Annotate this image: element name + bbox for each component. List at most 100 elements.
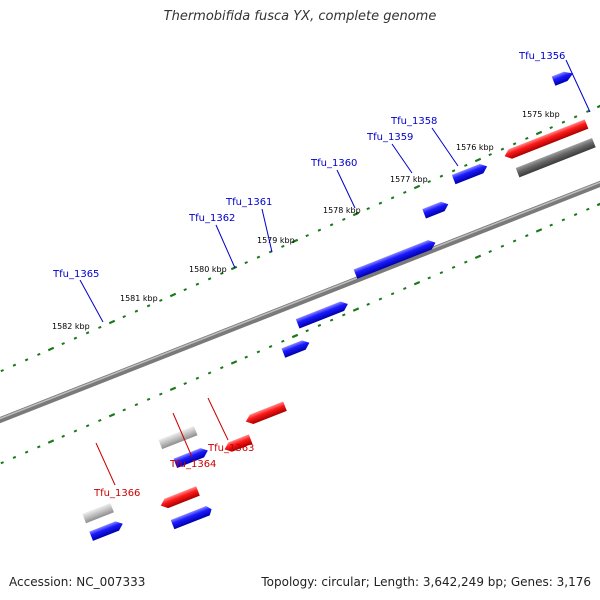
scale-tick-inner bbox=[474, 254, 482, 260]
gene-label-tfu-1366[interactable]: Tfu_1366 bbox=[93, 488, 140, 499]
scale-tick-outer bbox=[474, 157, 482, 163]
scale-tick-outer bbox=[342, 217, 346, 221]
scale-tick-inner bbox=[108, 412, 116, 418]
scale-tick-outer bbox=[561, 120, 566, 124]
gene-arrow-far-right-darkgrey[interactable] bbox=[515, 137, 596, 178]
scale-tick-inner bbox=[596, 202, 600, 207]
gene-arrow-grey-tfu-1365-region[interactable] bbox=[158, 425, 198, 450]
gene-label-tfu-1358[interactable]: Tfu_1358 bbox=[390, 116, 437, 127]
leader-tfu-1358 bbox=[431, 127, 459, 167]
genome-backbone-highlight bbox=[0, 181, 600, 420]
scale-tick-outer bbox=[586, 109, 590, 113]
scale-tick-outer bbox=[159, 298, 163, 302]
scale-tick-inner bbox=[525, 234, 529, 238]
scale-tick-inner bbox=[352, 307, 360, 312]
scale-tick-inner bbox=[500, 244, 505, 248]
scale-tick-inner bbox=[134, 403, 139, 407]
scale-tick-outer bbox=[61, 342, 65, 346]
scale-tick-inner bbox=[488, 250, 492, 254]
gene-arrow-tfu-1364[interactable] bbox=[223, 434, 253, 454]
scale-tick-inner bbox=[183, 382, 187, 386]
map-title: Thermobifida fusca YX, complete genome bbox=[163, 9, 437, 24]
scale-tick-outer bbox=[317, 228, 322, 232]
scale-tick-outer bbox=[47, 346, 55, 352]
leader-tfu-1359 bbox=[391, 143, 413, 174]
leader-tfu-1360 bbox=[336, 169, 356, 209]
tick-label-1582: 1582 kbp bbox=[52, 322, 90, 331]
genome-summary-text: Topology: circular; Length: 3,642,249 bp… bbox=[261, 575, 591, 589]
gene-label-tfu-1360[interactable]: Tfu_1360 bbox=[310, 158, 357, 169]
gene-arrow-tfu-1359[interactable] bbox=[422, 200, 450, 219]
gene-label-tfu-1363[interactable]: Tfu_1363 bbox=[207, 443, 254, 454]
tick-label-1579: 1579 kbp bbox=[257, 236, 295, 245]
gene-arrow-tfu-1361[interactable] bbox=[295, 299, 350, 329]
scale-tick-outer bbox=[85, 331, 90, 335]
scale-tick-inner bbox=[413, 280, 421, 286]
tick-label-1581: 1581 kbp bbox=[120, 294, 158, 303]
gene-arrow-tfu-1366[interactable] bbox=[159, 486, 200, 510]
scale-tick-outer bbox=[549, 126, 553, 130]
gene-label-tfu-1356[interactable]: Tfu_1356 bbox=[518, 51, 565, 62]
tick-label-1580: 1580 kbp bbox=[189, 265, 227, 274]
scale-tick-inner bbox=[0, 461, 4, 465]
scale-tick-outer bbox=[573, 115, 578, 119]
scale-tick-outer bbox=[378, 201, 383, 205]
tick-label-1577: 1577 kbp bbox=[390, 175, 428, 184]
gene-label-tfu-1365[interactable]: Tfu_1365 bbox=[52, 269, 99, 280]
scale-tick-inner bbox=[195, 376, 200, 380]
gene-arrow-tfu-1363[interactable] bbox=[244, 401, 287, 427]
scale-tick-inner bbox=[12, 455, 17, 459]
scale-tick-outer bbox=[596, 104, 600, 109]
leader-tfu-1363 bbox=[207, 397, 229, 441]
scale-tick-outer bbox=[37, 352, 41, 356]
scale-tick-inner bbox=[342, 313, 346, 317]
scale-tick-inner bbox=[427, 276, 431, 280]
gene-arrow-tfu-1362[interactable] bbox=[281, 338, 312, 358]
gene-arrow-tfu-1365[interactable] bbox=[173, 446, 209, 469]
scale-tick-outer bbox=[98, 325, 102, 329]
scale-tick-outer bbox=[291, 238, 299, 244]
scale-tick-inner bbox=[464, 260, 468, 264]
leader-tfu-1362 bbox=[215, 224, 236, 269]
scale-tick-inner bbox=[207, 371, 212, 375]
scale-tick-outer bbox=[146, 304, 151, 308]
gene-arrow-left-grey[interactable] bbox=[82, 502, 114, 524]
scale-tick-inner bbox=[85, 424, 90, 428]
scale-tick-inner bbox=[61, 434, 65, 438]
tick-label-1575: 1575 kbp bbox=[522, 110, 560, 119]
leader-tfu-1365 bbox=[79, 279, 104, 323]
gene-label-tfu-1361[interactable]: Tfu_1361 bbox=[225, 197, 272, 208]
scale-tick-outer bbox=[244, 261, 248, 265]
scale-tick-inner bbox=[122, 408, 126, 412]
gene-arrow-far-right-blue[interactable] bbox=[551, 69, 575, 86]
scale-tick-inner bbox=[378, 297, 383, 301]
scale-tick-outer bbox=[220, 271, 224, 275]
scale-tick-outer bbox=[488, 153, 492, 157]
scale-tick-outer bbox=[525, 136, 529, 140]
gene-label-tfu-1364[interactable]: Tfu_1364 bbox=[169, 459, 216, 470]
scale-tick-inner bbox=[451, 265, 456, 269]
scale-tick-outer bbox=[305, 234, 309, 238]
leader-tfu-1364 bbox=[172, 412, 193, 458]
gene-arrow-tfu-1366-blue[interactable] bbox=[170, 505, 214, 530]
gene-arrow-left-blue[interactable] bbox=[89, 519, 124, 541]
scale-tick-inner bbox=[439, 271, 444, 275]
scale-tick-outer bbox=[413, 184, 421, 190]
scale-tick-inner bbox=[230, 360, 238, 365]
gene-arrow-tfu-1358[interactable] bbox=[451, 162, 489, 185]
scale-tick-outer bbox=[73, 336, 78, 340]
scale-tick-outer bbox=[403, 190, 407, 194]
scale-tick-outer bbox=[512, 142, 517, 146]
gene-label-tfu-1362[interactable]: Tfu_1362 bbox=[188, 213, 235, 224]
scale-tick-outer bbox=[24, 358, 29, 362]
scale-tick-inner bbox=[47, 439, 55, 444]
scale-tick-outer bbox=[108, 319, 116, 325]
scale-tick-inner bbox=[329, 318, 334, 322]
scale-tick-outer bbox=[535, 130, 543, 136]
scale-tick-inner bbox=[220, 366, 224, 370]
scale-ticks-inner bbox=[0, 202, 600, 465]
gene-arrow-tfu-1360[interactable] bbox=[353, 238, 438, 279]
gene-arrow-far-right-red[interactable] bbox=[503, 119, 589, 161]
gene-label-tfu-1359[interactable]: Tfu_1359 bbox=[366, 132, 413, 143]
